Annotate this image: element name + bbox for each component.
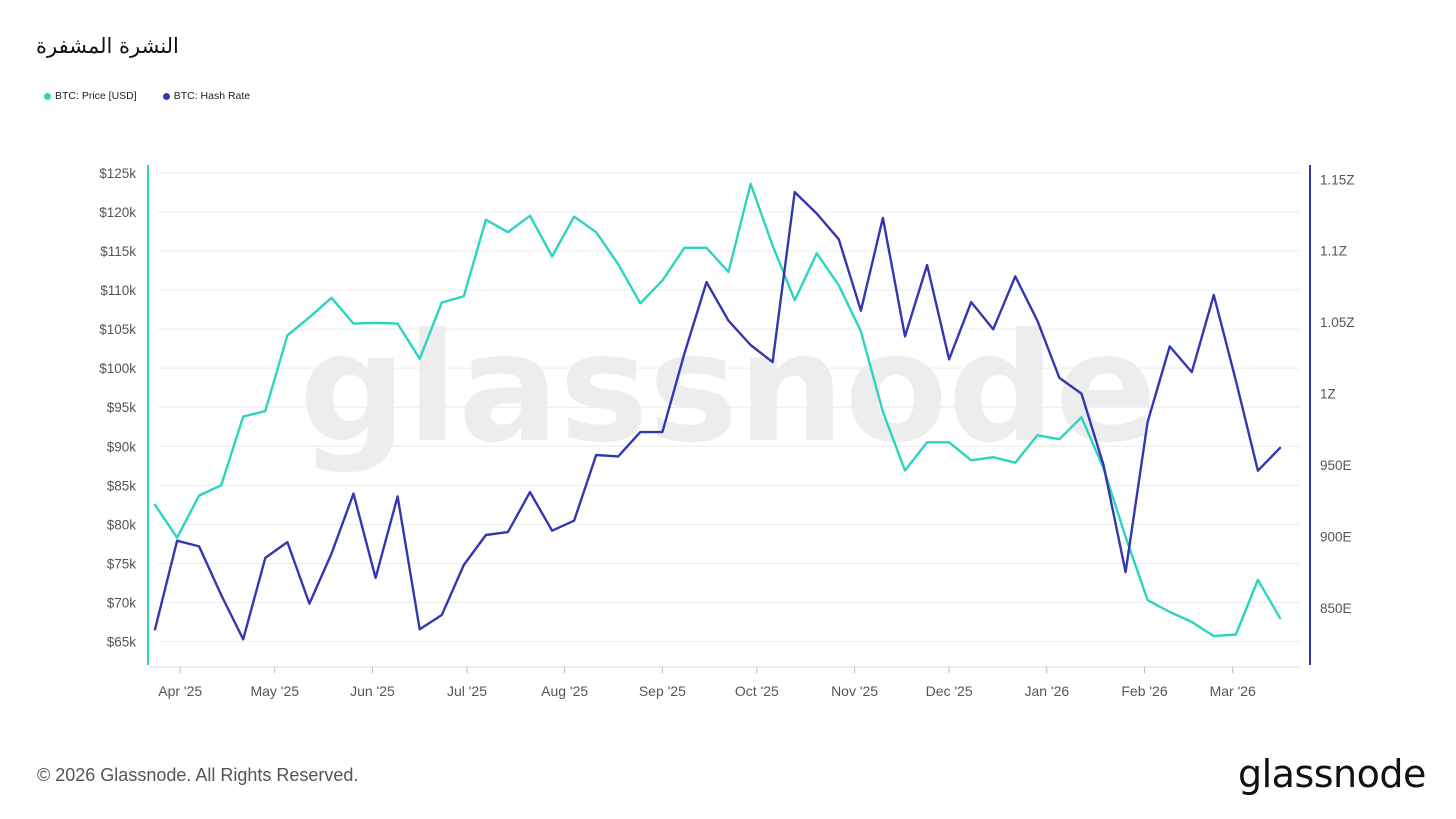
y-left-tick-label: $105k (99, 322, 136, 337)
x-tick-label: May '25 (250, 683, 299, 699)
page-title: النشرة المشفرة (36, 34, 179, 58)
x-tick-label: Apr '25 (158, 683, 202, 699)
y-right-tick-label: 1.05Z (1320, 315, 1355, 330)
y-left-tick-label: $85k (107, 478, 137, 493)
price-series-line (153, 182, 1282, 638)
x-tick-label: Jan '26 (1024, 683, 1069, 699)
watermark-text: glassnode (299, 302, 1157, 476)
y-right-tick-label: 850E (1320, 601, 1352, 616)
legend-dot-price (44, 92, 51, 100)
y-right-tick-label: 1Z (1320, 387, 1336, 402)
x-tick-label: Feb '26 (1121, 683, 1167, 699)
x-tick-label: Oct '25 (735, 683, 779, 699)
y-right-tick-label: 1.1Z (1320, 244, 1347, 259)
copyright-text: © 2026 Glassnode. All Rights Reserved. (37, 765, 359, 785)
y-left-tick-label: $80k (107, 517, 137, 532)
legend-label-hashrate: BTC: Hash Rate (173, 90, 251, 102)
y-left-tick-label: $95k (107, 400, 137, 415)
x-tick-label: Nov '25 (831, 683, 878, 699)
legend-label-price: BTC: Price [USD] (55, 90, 137, 102)
x-tick-label: Sep '25 (639, 683, 686, 699)
y-right-tick-label: 1.15Z (1320, 172, 1355, 187)
glassnode-logo: glassnode (1238, 752, 1426, 796)
legend-item-hashrate[interactable]: BTC: Hash Rate (162, 90, 251, 102)
y-left-tick-label: $110k (100, 283, 136, 298)
x-tick-label: Dec '25 (926, 683, 973, 699)
y-right-tick-label: 950E (1320, 458, 1352, 473)
chart-legend: BTC: Price [USD] BTC: Hash Rate (44, 90, 250, 102)
y-right-tick-label: 900E (1320, 529, 1352, 544)
y-left-tick-label: $115k (100, 244, 136, 259)
x-tick-label: Mar '26 (1210, 683, 1256, 699)
y-left-tick-label: $75k (107, 556, 137, 571)
y-left-tick-label: $70k (107, 596, 137, 611)
x-tick-label: Aug '25 (541, 683, 588, 699)
y-left-tick-label: $90k (107, 439, 137, 454)
legend-item-price[interactable]: BTC: Price [USD] (44, 90, 137, 102)
y-left-tick-label: $125k (99, 166, 136, 181)
hashrate-series-line (153, 190, 1282, 641)
y-left-tick-label: $100k (99, 361, 136, 376)
y-left-tick-label: $65k (107, 635, 137, 650)
x-tick-label: Jul '25 (447, 683, 487, 699)
legend-dot-hashrate (162, 92, 170, 100)
x-tick-label: Jun '25 (350, 683, 395, 699)
y-left-tick-label: $120k (99, 205, 136, 220)
